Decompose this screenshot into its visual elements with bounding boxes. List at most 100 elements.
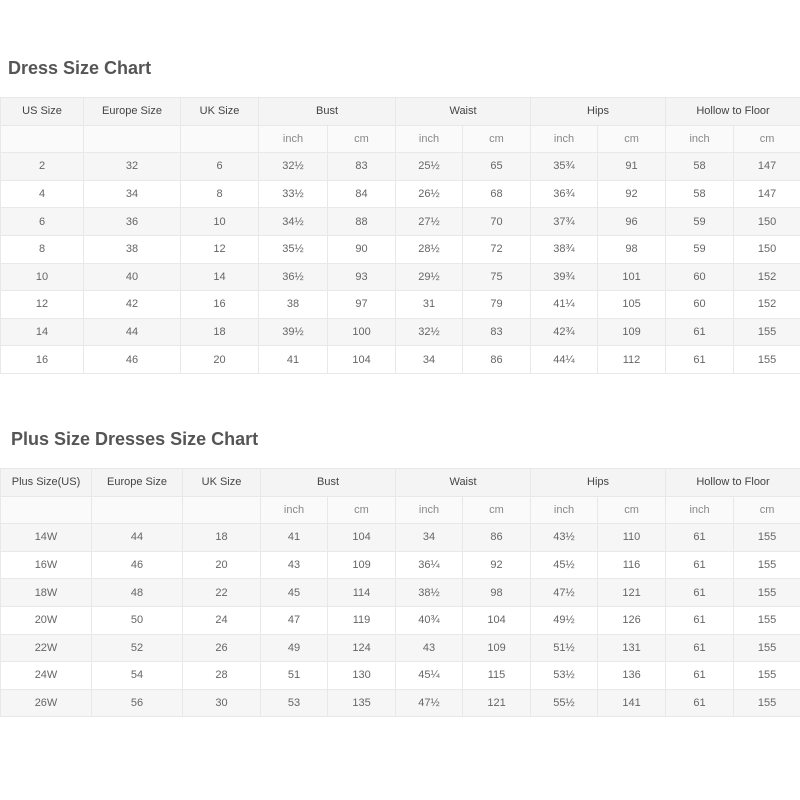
column-header: Hips — [530, 97, 667, 126]
table-cell: 86 — [462, 345, 532, 374]
table-cell: 45 — [260, 578, 328, 607]
table-cell: 38 — [258, 290, 328, 319]
table-cell: 8 — [0, 234, 84, 264]
table-cell: 43½ — [530, 523, 599, 552]
table-cell: 41 — [258, 345, 328, 374]
table-cell: 147 — [733, 152, 800, 181]
table-cell: 61 — [665, 550, 735, 580]
table-cell: 6 — [0, 207, 84, 236]
table-cell: 53 — [260, 688, 328, 718]
table-cell: 86 — [462, 523, 532, 552]
table-row: 14W 44 18 41 104 34 86 43½ 110 61 155 — [0, 523, 800, 552]
table-cell: 155 — [733, 661, 800, 690]
table-cell: 147 — [733, 179, 800, 209]
unit-header: inch — [530, 495, 599, 525]
table-cell: 116 — [597, 550, 667, 580]
table-row: 10 40 14 36½ 93 29½ 75 39¾ 101 60 152 — [0, 262, 800, 292]
table-cell: 14 — [180, 262, 259, 292]
unit-header: inch — [665, 495, 735, 525]
table-cell: 51 — [260, 661, 328, 690]
table-cell: 38 — [83, 234, 181, 264]
column-header: UK Size — [180, 97, 259, 126]
column-header: Hollow to Floor — [665, 468, 800, 497]
table-cell: 29½ — [395, 262, 464, 292]
unit-header: inch — [395, 495, 464, 525]
table-cell: 26½ — [395, 179, 464, 209]
column-header: Europe Size — [91, 468, 183, 497]
table-cell: 90 — [326, 234, 397, 264]
table-cell: 12 — [0, 290, 84, 319]
table-row: 16 46 20 41 104 34 86 44¼ 112 61 155 — [0, 345, 800, 374]
table-cell: 24 — [182, 605, 261, 635]
unit-header: cm — [597, 495, 667, 525]
table-cell: 155 — [733, 633, 800, 663]
table-cell: 22W — [0, 633, 92, 663]
table-cell: 155 — [733, 550, 800, 580]
table-cell: 60 — [665, 262, 735, 292]
empty-cell — [83, 124, 181, 154]
table-cell: 35¾ — [530, 152, 599, 181]
table-cell: 44¼ — [530, 345, 599, 374]
table-cell: 18W — [0, 578, 92, 607]
table-cell: 8 — [180, 179, 259, 209]
table-cell: 18 — [180, 317, 259, 347]
empty-cell — [182, 495, 261, 525]
table-cell: 104 — [326, 523, 397, 552]
table-cell: 58 — [665, 152, 735, 181]
table-cell: 34½ — [258, 207, 328, 236]
table-cell: 18 — [182, 523, 261, 552]
table-cell: 35½ — [258, 234, 328, 264]
table-cell: 61 — [665, 661, 735, 690]
column-header: Hips — [530, 468, 667, 497]
table-cell: 101 — [597, 262, 667, 292]
table-cell: 25½ — [395, 152, 464, 181]
empty-cell — [0, 124, 84, 154]
table-cell: 30 — [182, 688, 261, 718]
table-row: 22W 52 26 49 124 43 109 51½ 131 61 155 — [0, 633, 800, 663]
column-header: Plus Size(US) — [0, 468, 92, 497]
table-cell: 4 — [0, 179, 84, 209]
table-cell: 2 — [0, 152, 84, 181]
table-row: 4 34 8 33½ 84 26½ 68 36¾ 92 58 147 — [0, 179, 800, 209]
table-cell: 46 — [83, 345, 181, 374]
table-cell: 36½ — [258, 262, 328, 292]
table-cell: 36¼ — [395, 550, 464, 580]
unit-header: cm — [462, 495, 532, 525]
column-header: US Size — [0, 97, 84, 126]
unit-header: cm — [733, 124, 800, 154]
table-cell: 136 — [597, 661, 667, 690]
table-cell: 155 — [733, 345, 800, 374]
table-cell: 46 — [91, 550, 183, 580]
table-cell: 61 — [665, 317, 735, 347]
table-cell: 6 — [180, 152, 259, 181]
table-cell: 152 — [733, 262, 800, 292]
table-cell: 114 — [326, 578, 397, 607]
table-cell: 58 — [665, 179, 735, 209]
table-cell: 98 — [462, 578, 532, 607]
table-row: 20W 50 24 47 119 40¾ 104 49½ 126 61 155 — [0, 605, 800, 635]
table-cell: 45½ — [530, 550, 599, 580]
table-row: 8 38 12 35½ 90 28½ 72 38¾ 98 59 150 — [0, 234, 800, 264]
table-cell: 59 — [665, 207, 735, 236]
table-cell: 51½ — [530, 633, 599, 663]
unit-header: cm — [597, 124, 667, 154]
table-cell: 34 — [395, 523, 464, 552]
table-cell: 50 — [91, 605, 183, 635]
table-cell: 20W — [0, 605, 92, 635]
table-cell: 68 — [462, 179, 532, 209]
plus-size-chart-title: Plus Size Dresses Size Chart — [11, 429, 259, 449]
table-cell: 24W — [0, 661, 92, 690]
empty-cell — [0, 495, 92, 525]
column-header: Waist — [395, 468, 532, 497]
table-cell: 22 — [182, 578, 261, 607]
table-cell: 47½ — [395, 688, 464, 718]
unit-header: cm — [326, 495, 397, 525]
table-cell: 155 — [733, 605, 800, 635]
table-cell: 59 — [665, 234, 735, 264]
table-cell: 155 — [733, 578, 800, 607]
table-cell: 42¾ — [530, 317, 599, 347]
table-row: 24W 54 28 51 130 45¼ 115 53½ 136 61 155 — [0, 661, 800, 690]
table-cell: 100 — [326, 317, 397, 347]
table-cell: 88 — [326, 207, 397, 236]
table-cell: 28½ — [395, 234, 464, 264]
